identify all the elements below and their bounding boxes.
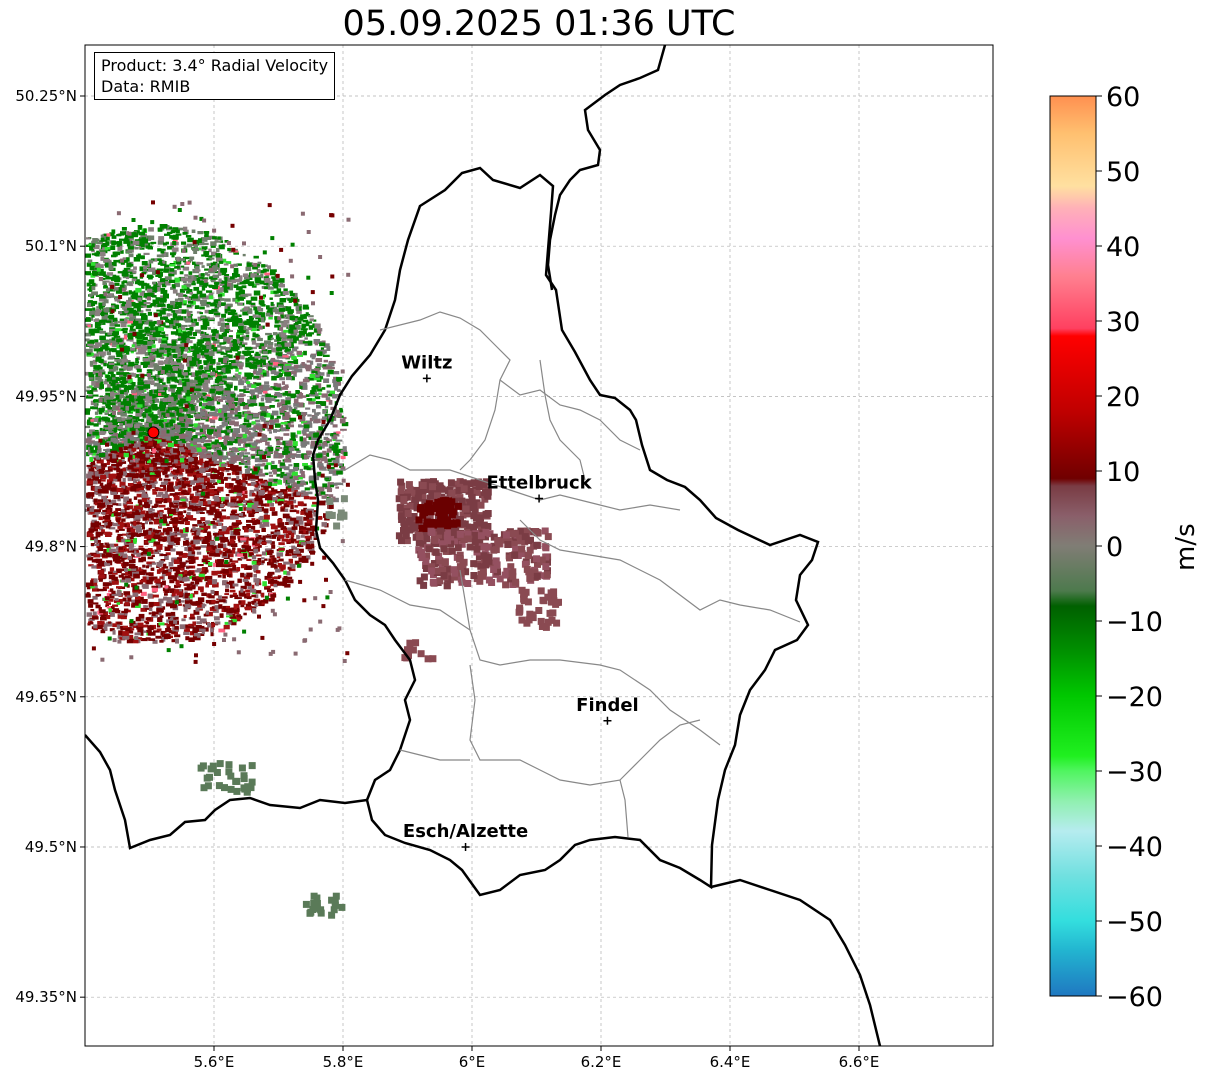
lat-tick-label: 49.8°N [25, 538, 77, 556]
map-title: 05.09.2025 01:36 UTC [342, 4, 736, 44]
canton-boundary [539, 359, 586, 481]
city-marker-icon [603, 716, 612, 725]
axis-ticks: 50.25°N 50.1°N 49.95°N 49.8°N 49.65°N 49.5°N 4… [15, 87, 879, 1071]
city-marker-icon [461, 842, 470, 851]
lat-tick-label: 50.1°N [25, 237, 77, 255]
saar-border [710, 878, 882, 1046]
luxembourg-border [311, 166, 820, 897]
lat-tick-label: 49.95°N [15, 387, 77, 405]
canton-boundary [344, 579, 471, 631]
lon-tick-label: 5.8°E [323, 1053, 364, 1071]
radar-echoes [85, 200, 562, 919]
colorbar-tick-label: −10 [1106, 607, 1163, 638]
germany-border [546, 45, 667, 291]
city-label: Wiltz [401, 352, 452, 373]
lat-tick-label: 49.35°N [15, 988, 77, 1006]
canton-boundary [399, 749, 470, 761]
lon-tick-label: 6°E [459, 1053, 486, 1071]
canton-boundary [499, 379, 641, 451]
colorbar-tick-label: 10 [1106, 457, 1140, 488]
product-info-box: Product: 3.4° Radial Velocity Data: RMIB [94, 52, 336, 100]
lat-tick-label: 50.25°N [15, 87, 77, 105]
colorbar-tick-label: 50 [1106, 157, 1140, 188]
colorbar: 60 50 40 30 20 10 0 −10 −20 −30 −40 −50 −60 [1049, 82, 1163, 1013]
lon-tick-label: 6.2°E [581, 1053, 622, 1071]
colorbar-unit-label: m/s [1171, 523, 1201, 571]
colorbar-tick-label: −20 [1106, 682, 1163, 713]
colorbar-tick-label: 40 [1106, 232, 1140, 263]
map-frame [84, 44, 994, 1047]
canton-boundary [619, 719, 701, 781]
colorbar-tick-label: 0 [1106, 532, 1123, 563]
colorbar-tick-label: −50 [1106, 907, 1163, 938]
france-border [85, 734, 368, 850]
country-borders [85, 45, 882, 1046]
canton-boundary [469, 664, 629, 838]
data-source-label: Data: RMIB [101, 77, 191, 96]
colorbar-tick-label: 30 [1106, 307, 1140, 338]
radar-site-marker [147, 426, 160, 439]
colorbar-tick-label: 60 [1106, 82, 1140, 113]
colorbar-tick-label: 20 [1106, 382, 1140, 413]
city-label: Findel [576, 695, 639, 716]
canton-boundary [519, 519, 801, 623]
city-label: Esch/Alzette [403, 821, 528, 842]
city-markers: Wiltz Ettelbruck Findel Esch/Alzette [401, 352, 639, 851]
lon-tick-label: 5.6°E [194, 1053, 235, 1071]
colorbar-tick-label: −60 [1106, 982, 1163, 1013]
canton-boundary [320, 454, 681, 511]
colorbar-tick-label: −30 [1106, 757, 1163, 788]
lat-tick-label: 49.65°N [15, 688, 77, 706]
city-label: Ettelbruck [487, 473, 593, 494]
lon-tick-label: 6.4°E [710, 1053, 751, 1071]
colorbar-gradient [1049, 95, 1097, 997]
canton-boundary [379, 311, 511, 471]
product-label: Product: 3.4° Radial Velocity [101, 56, 329, 75]
lon-tick-label: 6.6°E [839, 1053, 880, 1071]
colorbar-tick-label: −40 [1106, 832, 1163, 863]
city-marker-icon [535, 494, 544, 503]
city-marker-icon [422, 374, 431, 383]
lat-tick-label: 49.5°N [25, 838, 77, 856]
